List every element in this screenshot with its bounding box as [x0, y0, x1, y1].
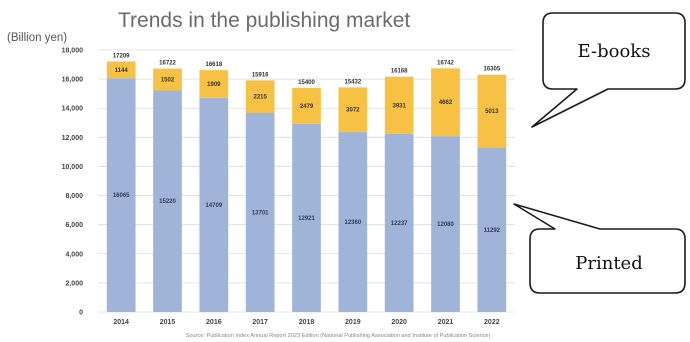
x-tick-label: 2018 — [299, 319, 315, 326]
ebooks-callout: E-books — [531, 12, 686, 128]
x-tick-label: 2014 — [113, 319, 129, 326]
x-tick-label: 2021 — [438, 319, 454, 326]
printed-value-label: 12921 — [298, 216, 315, 222]
bar-ebooks — [199, 70, 229, 98]
y-tick-label: 10,000 — [62, 164, 84, 171]
bar-printed — [199, 97, 229, 312]
printed-value-label: 12360 — [344, 220, 361, 226]
bar-ebooks — [384, 76, 414, 134]
ebooks-callout-label: E-books — [578, 41, 651, 62]
y-tick-label: 14,000 — [62, 106, 84, 113]
total-label: 16742 — [437, 60, 454, 66]
total-label: 15400 — [298, 80, 315, 86]
total-label: 15916 — [252, 72, 269, 78]
bar-printed — [338, 132, 368, 312]
printed-value-label: 12237 — [391, 221, 408, 227]
y-unit-label: (Billion yen) — [7, 32, 67, 44]
bar-ebooks — [153, 68, 182, 91]
ebooks-value-label: 1144 — [115, 68, 129, 74]
bar-printed — [245, 112, 275, 312]
y-tick-label: 16,000 — [62, 77, 84, 84]
total-label: 16305 — [483, 67, 500, 73]
bar-ebooks — [477, 74, 507, 148]
bar-printed — [431, 136, 460, 312]
total-label: 15432 — [344, 79, 361, 85]
bar-ebooks — [431, 68, 460, 137]
ebooks-value-label: 4662 — [439, 100, 453, 106]
chart-title: Trends in the publishing market — [118, 9, 410, 32]
y-tick-label: 2,000 — [65, 280, 83, 287]
x-tick-label: 2015 — [160, 319, 176, 326]
ebooks-value-label: 3072 — [346, 108, 360, 114]
x-tick-label: 2020 — [391, 319, 407, 326]
ebooks-value-label: 1909 — [207, 82, 221, 88]
y-tick-label: 18,000 — [62, 48, 84, 55]
bar-ebooks — [245, 80, 275, 113]
y-tick-label: 0 — [79, 310, 83, 317]
x-tick-label: 2017 — [252, 319, 268, 326]
printed-value-label: 11292 — [484, 228, 501, 234]
x-tick-label: 2022 — [484, 319, 500, 326]
total-label: 16168 — [391, 69, 408, 75]
ebooks-value-label: 3931 — [392, 103, 406, 109]
y-tick-label: 8,000 — [65, 193, 83, 200]
printed-value-label: 15220 — [159, 199, 176, 205]
x-tick-label: 2016 — [206, 319, 222, 326]
ebooks-value-label: 1502 — [161, 78, 175, 84]
bar-printed — [477, 147, 507, 312]
bar-ebooks — [106, 61, 136, 79]
x-tick-label: 2019 — [345, 319, 361, 326]
printed-value-label: 14709 — [205, 203, 222, 209]
bar-ebooks — [292, 87, 321, 124]
ebooks-value-label: 5013 — [485, 109, 499, 115]
total-label: 16722 — [159, 61, 176, 67]
printed-callout: Printed — [513, 203, 686, 294]
printed-value-label: 13701 — [252, 210, 269, 216]
bar-labels: 17209 1144 16065 2014 16722 1502 15220 2015 1661… — [113, 54, 501, 326]
bar-ebooks — [338, 87, 368, 133]
total-label: 16618 — [205, 62, 222, 68]
bar-printed — [384, 133, 414, 312]
ebooks-value-label: 2479 — [300, 104, 314, 110]
bars — [106, 61, 507, 312]
y-axis-ticks: 0 2,000 4,000 6,000 8,000 10,000 12,000 14,000 1… — [62, 48, 84, 317]
printed-value-label: 16065 — [113, 193, 130, 199]
printed-callout-label: Printed — [575, 253, 642, 274]
printed-value-label: 12080 — [437, 222, 454, 228]
bar-printed — [292, 123, 321, 312]
y-tick-label: 6,000 — [65, 222, 83, 229]
bar-printed — [106, 78, 136, 312]
bar-printed — [153, 90, 182, 312]
ebooks-value-label: 2215 — [253, 94, 267, 100]
y-tick-label: 4,000 — [65, 251, 83, 258]
total-label: 17209 — [113, 54, 130, 60]
source-note: Source: Publication Index Annual Report … — [186, 333, 491, 339]
y-tick-label: 12,000 — [62, 135, 84, 142]
